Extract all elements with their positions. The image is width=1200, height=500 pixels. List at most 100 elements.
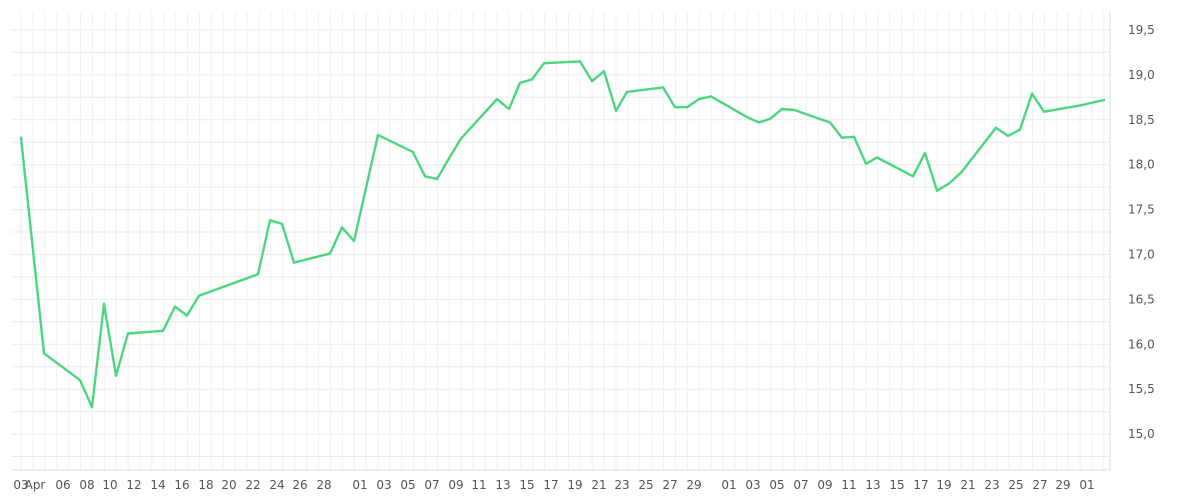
x-tick-label: 19 <box>567 478 582 492</box>
data-point <box>625 90 629 94</box>
x-tick-label: 27 <box>662 478 677 492</box>
data-point <box>935 189 939 192</box>
data-point <box>994 126 998 129</box>
x-tick-label: 21 <box>960 478 975 492</box>
x-tick-label: 01 <box>721 478 736 492</box>
data-point <box>757 121 761 124</box>
data-point <box>126 332 130 335</box>
data-point <box>1042 110 1046 113</box>
x-tick-label: 16 <box>174 478 189 492</box>
x-tick-label: 24 <box>269 478 284 492</box>
data-point <box>864 162 868 165</box>
x-tick-label: 29 <box>686 478 701 492</box>
x-tick-label: 01 <box>1079 478 1094 492</box>
x-tick-label: 07 <box>793 478 808 492</box>
data-point <box>507 107 511 111</box>
series-line <box>19 60 1106 409</box>
data-point <box>256 273 260 276</box>
x-tick-label: 09 <box>817 478 832 492</box>
data-point <box>268 219 272 222</box>
x-tick-label: 01 <box>352 478 367 492</box>
data-point <box>780 107 784 111</box>
x-tick-label: 15 <box>519 478 534 492</box>
data-point <box>947 182 951 185</box>
data-point <box>745 115 749 119</box>
x-tick-label: 05 <box>769 478 784 492</box>
x-tick-label: 26 <box>292 478 307 492</box>
x-tick-label: 29 <box>1055 478 1070 492</box>
x-tick-label: 18 <box>198 478 213 492</box>
grid <box>12 12 1110 470</box>
data-point <box>542 62 546 65</box>
data-point <box>1078 104 1082 107</box>
data-point <box>185 314 189 317</box>
y-axis-ticks: 15,0 15,5 16,0 16,5 17,0 17,5 18,0 18,5 19,0 19,5 <box>1128 23 1155 441</box>
x-tick-label: 17 <box>543 478 558 492</box>
x-tick-label: 08 <box>79 478 94 492</box>
data-point <box>852 135 856 138</box>
data-point <box>495 97 499 101</box>
x-tick-label: 22 <box>245 478 260 492</box>
x-tick-label: 15 <box>889 478 904 492</box>
x-tick-label: 28 <box>316 478 331 492</box>
x-tick-label: 03 <box>745 478 760 492</box>
data-point <box>197 294 201 297</box>
x-tick-label: 14 <box>150 478 165 492</box>
data-point <box>875 156 879 159</box>
data-point <box>1018 128 1022 131</box>
x-tick-label: 03 <box>13 478 28 492</box>
data-point <box>423 175 427 178</box>
y-tick-label: 18,0 <box>1128 158 1155 172</box>
data-point <box>280 222 284 226</box>
data-point <box>923 151 927 155</box>
y-tick-label: 18,5 <box>1128 113 1155 127</box>
x-tick-label: 19 <box>936 478 951 492</box>
y-tick-label: 19,5 <box>1128 23 1155 37</box>
data-point <box>911 175 915 178</box>
data-point <box>530 78 534 81</box>
data-point <box>685 106 689 109</box>
data-point <box>792 108 796 112</box>
x-tick-label: 23 <box>984 478 999 492</box>
data-point <box>102 302 106 306</box>
data-point <box>768 117 772 121</box>
x-tick-label: 03 <box>376 478 391 492</box>
data-point <box>697 97 701 101</box>
y-tick-label: 17,5 <box>1128 203 1155 217</box>
x-tick-label: 11 <box>841 478 856 492</box>
data-point <box>352 239 356 243</box>
data-point <box>840 136 844 139</box>
x-tick-label: 23 <box>614 478 629 492</box>
data-point <box>447 157 451 160</box>
data-point <box>173 305 177 308</box>
data-point <box>828 121 832 124</box>
data-point <box>459 137 463 140</box>
data-point <box>602 70 606 73</box>
data-point <box>90 405 94 409</box>
x-tick-label: 11 <box>471 478 486 492</box>
x-tick-label: 09 <box>448 478 463 492</box>
data-point <box>661 86 665 89</box>
x-tick-label: 21 <box>591 478 606 492</box>
data-point <box>328 252 332 255</box>
y-tick-label: 19,0 <box>1128 68 1155 82</box>
data-point <box>673 106 677 109</box>
x-tick-label: 25 <box>638 478 653 492</box>
data-point <box>292 261 296 264</box>
data-point <box>709 95 713 98</box>
data-point <box>42 352 46 355</box>
data-point <box>114 374 118 377</box>
data-point <box>19 136 23 139</box>
data-point <box>614 109 618 113</box>
data-point <box>411 150 415 154</box>
data-point <box>340 226 344 229</box>
x-tick-label: 17 <box>913 478 928 492</box>
data-point <box>1102 98 1106 102</box>
y-tick-label: 16,0 <box>1128 337 1155 351</box>
x-tick-label: 20 <box>221 478 236 492</box>
data-point <box>518 81 522 85</box>
data-point <box>161 329 165 332</box>
y-tick-label: 17,0 <box>1128 248 1155 262</box>
data-point <box>78 379 82 382</box>
